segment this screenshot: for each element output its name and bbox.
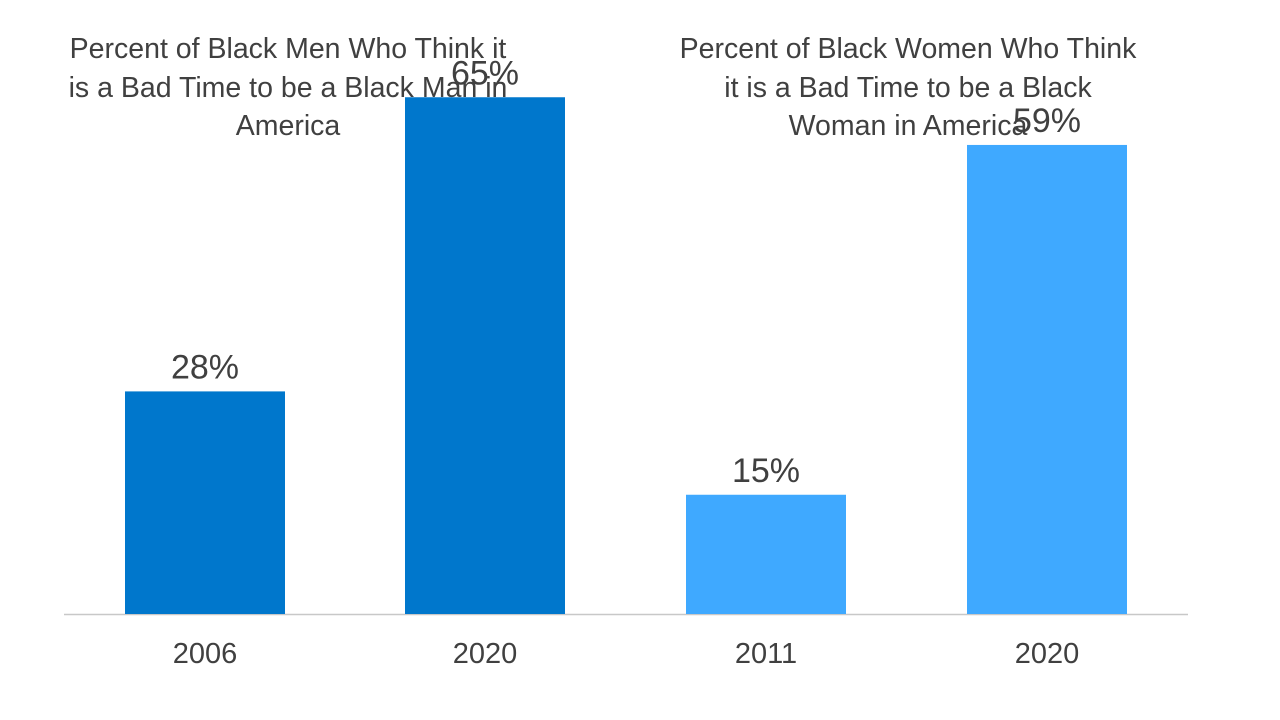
data-label-0-2006: 28% — [171, 348, 239, 386]
x-tick-label-1-2011: 2011 — [735, 638, 797, 670]
x-tick-label-1-2020: 2020 — [1015, 638, 1080, 670]
data-label-1-2020: 59% — [1013, 102, 1081, 140]
bar-0-2006 — [125, 391, 285, 614]
bar-1-2011 — [686, 494, 846, 614]
bar-0-2020 — [405, 97, 565, 614]
x-tick-label-0-2006: 2006 — [173, 638, 238, 670]
bar-1-2020 — [967, 144, 1127, 614]
data-label-0-2020: 65% — [451, 54, 519, 92]
chart-title-black-men: Percent of Black Men Who Think it is a B… — [68, 33, 508, 142]
x-tick-label-0-2020: 2020 — [453, 638, 518, 670]
data-label-1-2011: 15% — [732, 452, 800, 490]
chart-title-black-women: Percent of Black Women Who Think it is a… — [679, 33, 1137, 142]
